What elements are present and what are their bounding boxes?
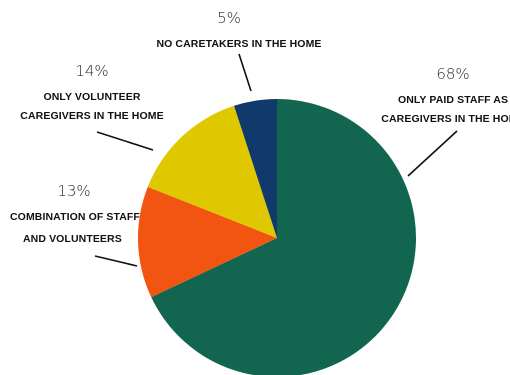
slice-percent-volunteer: 14% [75, 62, 108, 80]
slice-percent-staff-volunteers: 13% [57, 182, 90, 200]
pie-slices [138, 99, 416, 375]
leader-lines [94, 53, 458, 267]
slice-percent-paid-staff: 68% [436, 65, 469, 83]
leader-line-volunteer [96, 131, 154, 151]
leader-line-staff-volunteers [94, 255, 138, 267]
slice-no-caretakers [234, 99, 277, 238]
slice-staff-volunteers [138, 186, 277, 298]
slice-label-no-caretakers: NO CARETAKERS IN THE HOME [156, 38, 321, 50]
slice-label-paid-staff-line-2: CAREGIVERS IN THE HOME [381, 113, 510, 125]
slice-volunteer [147, 105, 277, 238]
slice-label-staff-volunteers-line-2: AND VOLUNTEERS [23, 233, 122, 245]
slice-label-volunteer-line-2: CAREGIVERS IN THE HOME [20, 110, 163, 122]
slice-label-volunteer-line-1: ONLY VOLUNTEER [43, 91, 140, 103]
leader-line-paid-staff [407, 130, 458, 177]
leader-line-no-caretakers [238, 53, 252, 92]
slice-label-paid-staff-line-1: ONLY PAID STAFF AS [398, 94, 508, 106]
slice-paid-staff [151, 99, 416, 375]
slice-percent-no-caretakers: 5% [217, 9, 241, 27]
slice-label-staff-volunteers-line-1: COMBINATION OF STAFF [10, 211, 140, 223]
